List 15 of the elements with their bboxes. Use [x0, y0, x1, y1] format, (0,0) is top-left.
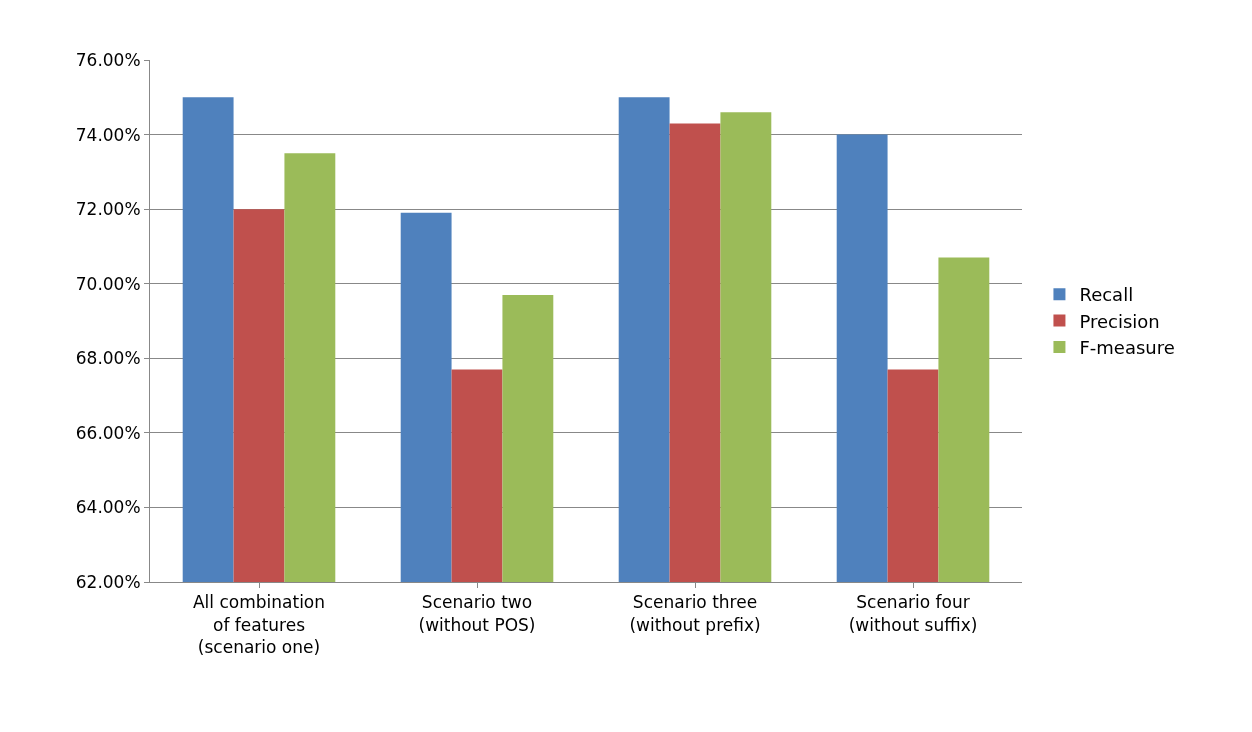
y-tick-label: 68.00% — [75, 348, 141, 369]
y-tick-label: 64.00% — [75, 497, 141, 518]
y-tick-label: 66.00% — [75, 422, 141, 443]
x-tick-label: Scenario four (without suffix) — [848, 592, 978, 635]
y-tick-label: 62.00% — [75, 571, 141, 592]
legend-label: Recall — [1079, 284, 1134, 306]
y-tick-label: 70.00% — [75, 273, 141, 294]
x-tick-label: Scenario two (without POS) — [418, 592, 536, 635]
y-tick-label: 76.00% — [75, 49, 141, 70]
y-tick-label: 72.00% — [75, 199, 141, 220]
x-tick-label: All combination of features (scenario one) — [192, 592, 326, 657]
y-tick-label: 74.00% — [75, 124, 141, 145]
legend-label: Precision — [1079, 310, 1160, 332]
x-tick-label: Scenario three (without prefix) — [629, 592, 761, 635]
legend-label: F-measure — [1079, 337, 1175, 359]
